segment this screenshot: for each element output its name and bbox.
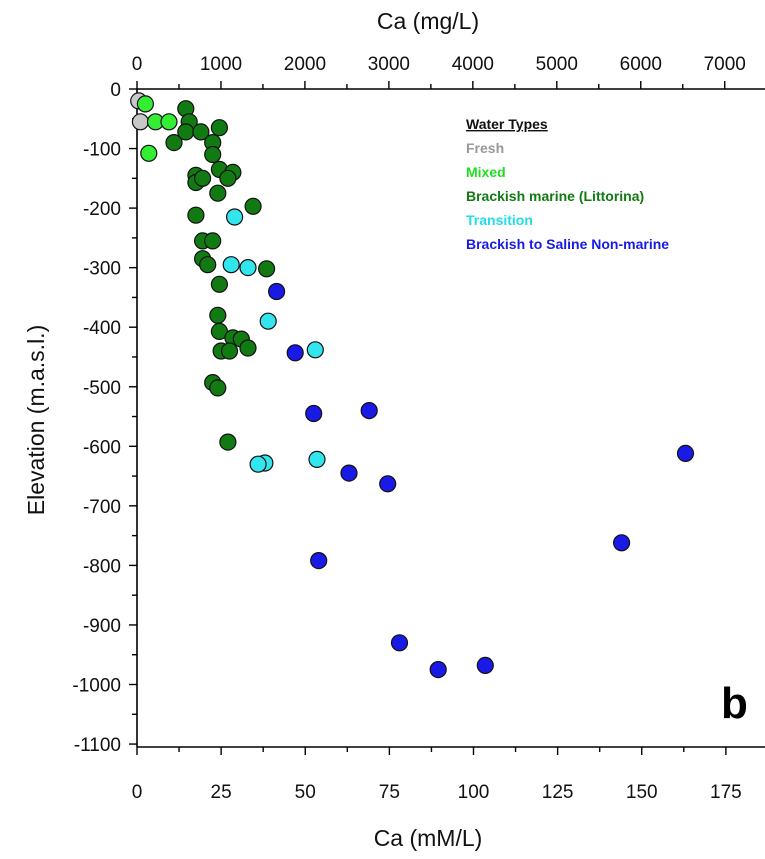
legend-item: Transition [466,212,533,228]
x-tick-label: 125 [542,782,574,803]
x-tick-label: 75 [379,782,400,803]
legend: Water Types Fresh Mixed Brackish marine (L… [466,116,669,252]
point-brackish-to-saline-non-marine [305,404,323,423]
point-mixed [136,95,154,113]
y-axis-ticks: 0 -100 -200 -300 -400 -500 -600 -700 -800 -900 -10… [72,80,137,756]
point-brackish-marine-littorina [204,232,222,250]
point-mixed [160,113,178,131]
point-brackish-to-saline-non-marine [676,444,695,462]
y-tick-label: -500 [83,378,121,399]
y-tick-label: -400 [83,318,121,339]
point-brackish-marine-littorina [258,260,276,278]
point-brackish-marine-littorina [209,306,227,324]
legend-item: Brackish marine (Littorina) [466,188,644,204]
point-brackish-marine-littorina [187,206,205,224]
x-tick-label: 50 [295,782,316,803]
y-tick-label: -700 [83,497,121,518]
point-brackish-marine-littorina [194,169,212,187]
point-brackish-marine-littorina [219,433,237,451]
point-transition [308,450,326,468]
point-transition [306,341,324,359]
point-brackish-marine-littorina [165,134,183,152]
point-brackish-marine-littorina [199,256,217,274]
point-brackish-to-saline-non-marine [379,475,397,493]
point-brackish-to-saline-non-marine [268,282,286,301]
point-transition [259,312,277,330]
point-brackish-marine-littorina [209,184,227,202]
y-tick-label: -800 [83,556,121,577]
y-tick-label: -600 [83,437,121,458]
point-brackish-marine-littorina [209,379,227,397]
point-brackish-marine-littorina [204,145,222,164]
point-fresh [131,113,149,131]
top-tick-label: 6000 [620,54,662,75]
top-tick-label: 5000 [536,54,578,75]
y-axis-title: Elevation (m.a.s.l.) [23,325,49,515]
top-tick-label: 1000 [200,54,242,75]
point-brackish-to-saline-non-marine [360,402,378,420]
legend-item: Mixed [466,164,506,180]
top-tick-label: 3000 [368,54,410,75]
point-brackish-to-saline-non-marine [390,634,409,652]
top-tick-label: 4000 [452,54,494,75]
legend-item: Brackish to Saline Non-marine [466,236,669,252]
point-brackish-to-saline-non-marine [340,464,358,482]
point-brackish-marine-littorina [210,275,228,293]
legend-item: Fresh [466,140,504,156]
point-brackish-marine-littorina [210,119,228,137]
top-tick-label: 2000 [284,54,326,75]
data-points [130,92,695,679]
x-axis-title: Ca (mM/L) [374,825,483,851]
y-tick-label: -200 [83,199,121,220]
x-tick-label: 175 [710,782,742,803]
top-tick-label: 0 [132,54,143,75]
legend-title: Water Types [466,116,548,132]
point-brackish-to-saline-non-marine [476,656,494,675]
point-transition [249,455,267,473]
top-axis-ticks: 0 1000 2000 3000 4000 5000 6000 7000 [132,54,746,89]
y-tick-label: -1100 [74,735,121,756]
point-transition [239,259,257,277]
point-brackish-to-saline-non-marine [429,660,447,679]
top-axis-title: Ca (mg/L) [377,8,479,34]
y-tick-label: -100 [83,140,121,161]
point-brackish-marine-littorina [220,342,239,360]
point-brackish-to-saline-non-marine [310,551,328,570]
point-mixed [140,144,158,162]
point-transition [226,208,244,226]
point-brackish-marine-littorina [192,123,210,141]
x-tick-label: 25 [211,782,232,803]
y-tick-label: 0 [110,80,121,101]
panel-label: b [721,679,748,728]
point-brackish-marine-littorina [244,197,262,215]
x-axis-ticks: 0 25 50 75 100 125 150 175 [132,747,742,803]
point-brackish-to-saline-non-marine [286,344,304,362]
point-brackish-marine-littorina [219,169,237,187]
x-tick-label: 150 [626,782,658,803]
x-tick-label: 0 [132,782,143,803]
x-tick-label: 100 [458,782,490,803]
point-transition [222,256,240,274]
point-brackish-marine-littorina [239,339,257,357]
y-tick-label: -900 [83,616,121,637]
y-tick-label: -1000 [72,676,121,697]
top-tick-label: 7000 [704,54,746,75]
point-brackish-to-saline-non-marine [612,534,631,552]
y-tick-label: -300 [83,259,121,280]
